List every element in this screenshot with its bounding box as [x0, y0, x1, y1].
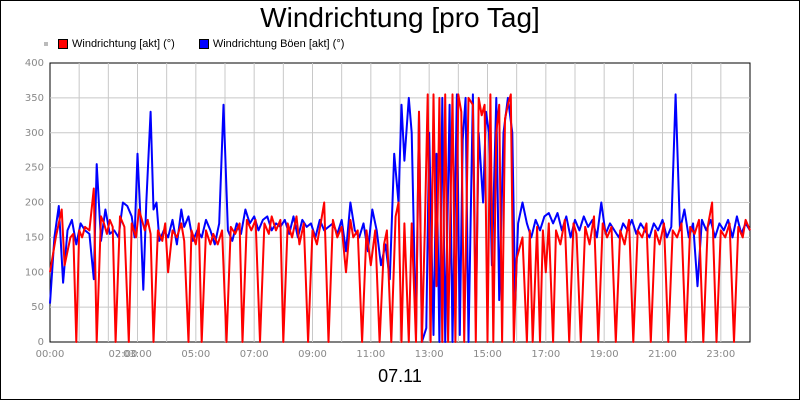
y-tick-label: 200: [25, 198, 44, 209]
x-tick-label: 19:00: [590, 349, 619, 360]
y-tick-label: 250: [25, 163, 44, 174]
y-tick-label: 350: [25, 93, 44, 104]
legend-label-windrichtung: Windrichtung [akt] (°): [72, 38, 175, 50]
x-tick-label: 23:00: [706, 349, 735, 360]
legend-label-windrichtung-boeen: Windrichtung Böen [akt] (°): [212, 38, 345, 50]
y-tick-label: 50: [31, 302, 44, 313]
x-tick-label: 11:00: [356, 349, 385, 360]
legend-item-windrichtung[interactable]: Windrichtung [akt] (°): [58, 38, 175, 50]
x-tick-label: 05:00: [181, 349, 210, 360]
legend-swatch-red: [58, 39, 68, 49]
series-lines: [49, 93, 751, 343]
y-axis-ticks: 0 50 100 150 200 250 300 350 400: [25, 58, 44, 348]
y-tick-label: 0: [38, 337, 44, 348]
x-tick-label: 02:00: [109, 349, 138, 360]
x-tick-label: 09:00: [298, 349, 327, 360]
x-tick-label: 03:00: [123, 349, 152, 360]
series-line-windrichtung: [49, 93, 751, 343]
chart-title: Windrichtung [pro Tag]: [260, 2, 540, 33]
x-tick-label: 00:00: [36, 349, 65, 360]
legend: Windrichtung [akt] (°) Windrichtung Böen…: [44, 38, 368, 50]
y-tick-label: 300: [25, 128, 44, 139]
y-tick-label: 150: [25, 232, 44, 243]
x-tick-label: 07:00: [240, 349, 269, 360]
y-tick-label: 100: [25, 267, 44, 278]
x-tick-label: 13:00: [415, 349, 444, 360]
y-tick-label: 400: [25, 58, 44, 69]
x-axis-label: 07.11: [378, 366, 422, 386]
legend-item-windrichtung-boeen[interactable]: Windrichtung Böen [akt] (°): [198, 38, 345, 50]
x-tick-label: 17:00: [531, 349, 560, 360]
legend-swatch-blue: [198, 39, 209, 49]
x-tick-label: 15:00: [473, 349, 502, 360]
x-tick-label: 21:00: [648, 349, 677, 360]
legend-toggle-icon[interactable]: [44, 42, 48, 46]
series-line-windrichtung-boeen: [49, 93, 751, 343]
